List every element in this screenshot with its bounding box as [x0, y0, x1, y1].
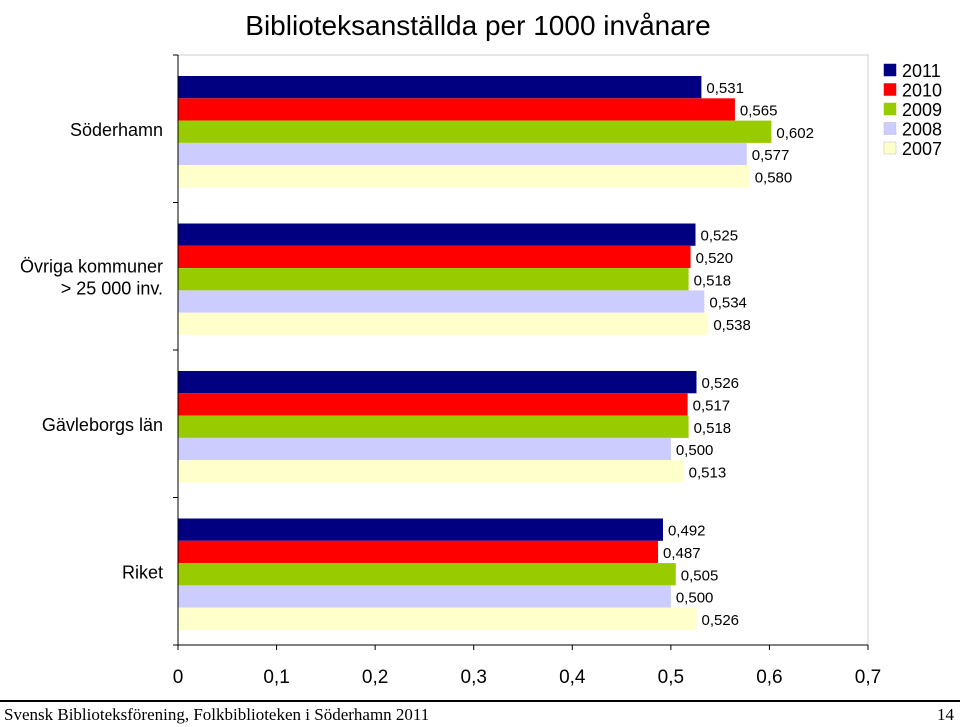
- category-label: Söderhamn: [70, 120, 163, 140]
- bar-2007-1: [178, 312, 709, 335]
- bar-chart: 0,531 0,565 0,602 0,577 0,580 Söderhamn 0,525 0…: [20, 54, 942, 688]
- bar-2007-0: [178, 165, 750, 188]
- data-label: 0,565: [740, 102, 778, 119]
- data-label: 0,577: [752, 147, 790, 164]
- data-label: 0,531: [706, 80, 744, 97]
- x-tick-label: 0,1: [263, 667, 289, 688]
- page-number: 14: [937, 705, 954, 724]
- legend-label: 2010: [902, 81, 942, 101]
- data-label: 0,602: [776, 125, 814, 142]
- bar-2011-2: [178, 371, 697, 394]
- category-label: Gävleborgs län: [42, 415, 163, 435]
- legend-label: 2007: [902, 139, 942, 159]
- legend-label: 2011: [902, 61, 941, 81]
- bar-2011-0: [178, 76, 702, 99]
- category-label: Övriga kommuner: [20, 256, 163, 276]
- data-label: 0,525: [701, 228, 739, 245]
- legend-swatch-2009: [883, 102, 897, 116]
- data-label: 0,520: [696, 250, 734, 267]
- bar-2008-3: [178, 585, 671, 608]
- footer: Svensk Biblioteksförening, Folkbibliotek…: [0, 700, 960, 727]
- data-label: 0,500: [676, 442, 714, 459]
- x-tick-label: 0,4: [559, 667, 586, 688]
- footer-text: Svensk Biblioteksförening, Folkbibliotek…: [4, 705, 430, 724]
- x-tick-label: 0,3: [461, 667, 487, 688]
- bar-2009-0: [178, 120, 772, 143]
- bar-2008-1: [178, 290, 705, 313]
- legend-swatch-2011: [883, 63, 897, 77]
- x-tick-label: 0: [173, 667, 184, 688]
- category-label: > 25 000 inv.: [61, 278, 163, 298]
- legend-label: 2008: [902, 120, 942, 140]
- data-label: 0,492: [668, 523, 706, 540]
- category-label: Riket: [122, 562, 163, 582]
- legend-swatch-2007: [883, 141, 897, 155]
- x-tick-label: 0,6: [756, 667, 782, 688]
- bar-2007-3: [178, 607, 697, 630]
- bar-2009-2: [178, 415, 689, 438]
- bar-2010-2: [178, 393, 688, 416]
- bar-2009-3: [178, 563, 676, 586]
- bar-2011-3: [178, 518, 663, 541]
- legend-swatch-2010: [883, 83, 897, 96]
- x-tick-label: 0,5: [658, 667, 684, 688]
- data-label: 0,526: [701, 612, 739, 629]
- data-label: 0,580: [755, 169, 793, 186]
- bar-2011-1: [178, 223, 696, 246]
- data-label: 0,526: [701, 375, 739, 392]
- data-label: 0,518: [694, 272, 732, 289]
- bar-2008-2: [178, 437, 671, 461]
- legend-label: 2009: [902, 100, 942, 120]
- data-label: 0,538: [713, 317, 751, 334]
- bar-2010-0: [178, 98, 735, 121]
- chart-title: Biblioteksanställda per 1000 invånare: [245, 10, 711, 41]
- bar-2010-1: [178, 245, 691, 269]
- data-label: 0,534: [709, 295, 747, 312]
- legend-swatch-2008: [883, 122, 897, 135]
- bar-2007-2: [178, 460, 684, 483]
- data-label: 0,513: [689, 464, 727, 481]
- x-tick-label: 0,2: [362, 667, 388, 688]
- x-tick-label: 0,7: [855, 667, 881, 688]
- data-label: 0,505: [681, 567, 719, 584]
- data-label: 0,517: [693, 397, 731, 414]
- bar-2008-0: [178, 142, 747, 166]
- data-label: 0,487: [663, 545, 701, 562]
- data-label: 0,500: [676, 590, 714, 607]
- data-label: 0,518: [694, 420, 732, 437]
- bar-2009-1: [178, 268, 689, 291]
- bar-2010-3: [178, 540, 659, 564]
